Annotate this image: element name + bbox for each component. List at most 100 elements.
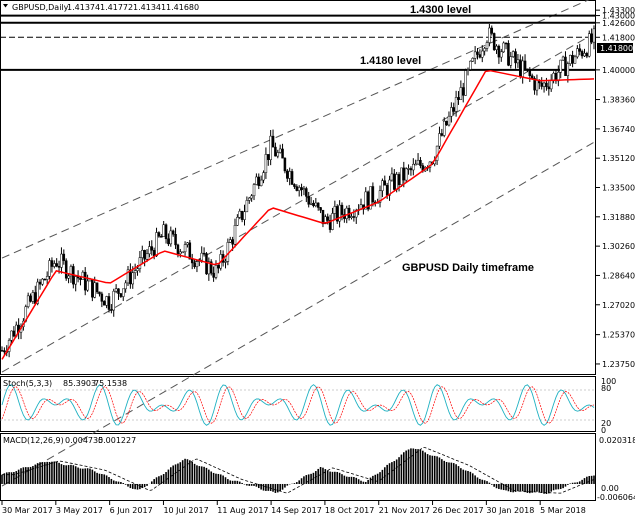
price-tick-label: 1.23750	[602, 360, 635, 369]
time-tick-label: 18 Oct 2017	[325, 506, 374, 515]
macd-bar	[124, 483, 127, 485]
candle-body	[362, 204, 365, 210]
candle-body	[286, 170, 289, 179]
macd-bar	[86, 468, 89, 484]
macd-bar	[526, 483, 529, 493]
candle-body	[162, 224, 165, 237]
macd-bar	[170, 467, 172, 484]
candle-body	[240, 210, 244, 220]
price-tick-label: 1.36740	[602, 125, 635, 134]
macd-bar	[324, 469, 327, 484]
candle-body	[523, 60, 527, 70]
candle-body	[319, 207, 322, 211]
macd-bar	[469, 471, 472, 484]
macd-bar	[471, 473, 474, 484]
macd-bar	[231, 480, 234, 484]
time-tick-label: 3 May 2017	[56, 506, 103, 515]
candle-body	[345, 207, 348, 219]
candle-body	[34, 292, 37, 304]
macd-bar	[158, 476, 160, 484]
macd-bar	[103, 474, 106, 484]
price-tick-label: 1.31880	[602, 213, 635, 222]
macd-bar	[529, 483, 531, 494]
macd-bar	[312, 472, 315, 484]
candle-body	[12, 330, 16, 337]
macd-bar	[576, 482, 579, 484]
candle-body	[469, 60, 472, 70]
candle-body	[471, 58, 474, 62]
candle-body	[226, 242, 230, 262]
macd-bar	[84, 468, 87, 484]
candle-body	[316, 202, 320, 208]
stoch-tick-0: 0	[601, 426, 606, 435]
macd-bar	[303, 476, 305, 484]
candle-body	[91, 278, 94, 298]
symbol-dropdown-icon[interactable]	[3, 4, 8, 8]
macd-bar	[150, 481, 153, 484]
candle-body	[207, 261, 211, 275]
candle-body	[174, 234, 177, 246]
candle-body	[397, 174, 401, 185]
macd-bar	[177, 463, 179, 484]
macd-bar	[36, 463, 39, 484]
candle-body	[200, 252, 203, 261]
candle-body	[440, 133, 444, 136]
stoch-main-line	[1, 384, 595, 426]
candle-body	[274, 146, 277, 157]
macd-bar	[422, 450, 424, 484]
candle-body	[202, 252, 206, 255]
candle-body	[407, 168, 410, 170]
candle-body	[117, 288, 120, 294]
candle-body	[454, 97, 458, 112]
macd-bar	[279, 483, 281, 492]
macd-bar	[101, 474, 103, 484]
candle-body	[181, 251, 184, 254]
macd-bar	[538, 483, 541, 493]
macd-bar	[229, 480, 232, 484]
candle-body	[509, 56, 513, 66]
macd-bar	[341, 474, 343, 484]
macd-bar	[250, 483, 253, 486]
time-axis: 30 Mar 2017 3 May 2017 6 Jun 2017 10 Jul 20…	[1, 501, 586, 515]
candle-body	[3, 350, 6, 353]
macd-bar	[181, 460, 184, 484]
candle-body	[580, 51, 584, 57]
macd-bar	[395, 459, 398, 484]
candle-body	[55, 263, 58, 267]
macd-bar	[559, 483, 562, 490]
macd-main-value: 0.004735	[65, 436, 103, 445]
candle-body	[81, 271, 85, 280]
macd-bar	[524, 483, 526, 493]
macd-bar	[519, 483, 522, 491]
candle-body	[545, 82, 548, 88]
macd-bar	[29, 466, 32, 484]
time-tick-label: 30 Mar 2017	[2, 506, 53, 515]
macd-bar	[267, 483, 270, 491]
macd-bar	[127, 483, 129, 487]
macd-bar	[369, 477, 372, 484]
candle-body	[297, 187, 301, 191]
macd-bar	[564, 483, 567, 487]
candle-body	[64, 260, 68, 279]
macd-bar	[505, 483, 507, 491]
macd-bar	[238, 481, 241, 484]
macd-tick-bottom: -0.006064	[597, 493, 635, 502]
macd-bar	[143, 483, 146, 488]
macd-bar	[179, 462, 182, 484]
macd-bar	[15, 471, 18, 484]
candle-body	[48, 260, 51, 277]
candle-body	[321, 209, 325, 225]
candle-body	[502, 42, 505, 53]
candle-body	[314, 202, 318, 207]
macd-bar	[117, 481, 120, 484]
stoch-signal-value: 75.1538	[94, 379, 127, 388]
candle-body	[233, 225, 237, 245]
macd-bar	[462, 469, 465, 484]
macd-bar	[319, 467, 322, 484]
candle-body	[79, 277, 82, 280]
macd-bar	[1, 474, 3, 484]
macd-bar	[578, 481, 581, 484]
candle-body	[568, 55, 572, 64]
macd-bar	[286, 483, 289, 486]
